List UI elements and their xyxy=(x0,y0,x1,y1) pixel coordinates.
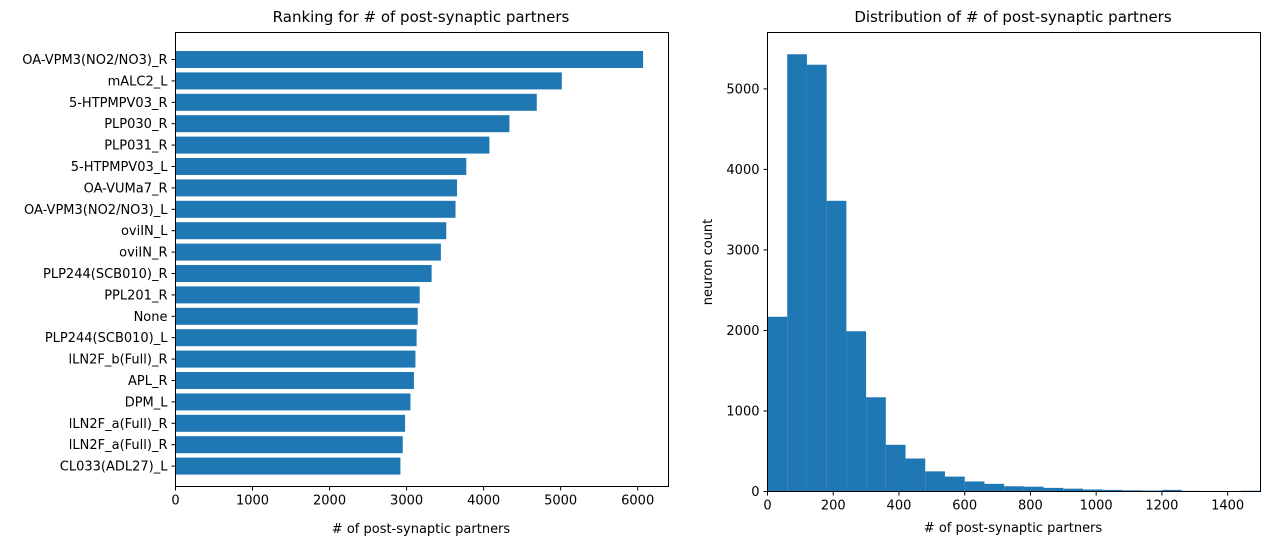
histogram-bar xyxy=(984,483,1005,492)
ranking-y-tick-label: oviIN_L xyxy=(121,224,168,239)
ranking-bar xyxy=(175,329,417,347)
histogram-y-tick-label: 0 xyxy=(751,485,759,500)
histogram-bar xyxy=(944,476,965,492)
ranking-y-tick-labels: OA-VPM3(NO2/NO3)_R mALC2_L 5-HTPMPV03_R PLP… xyxy=(22,53,176,475)
ranking-y-tick-label: lLN2F_a(Full)_R xyxy=(69,438,168,453)
distribution-histogram: Distribution of # of post-synaptic partn… xyxy=(701,8,1261,536)
ranking-bar xyxy=(175,72,562,90)
ranking-y-tick-label: OA-VUMa7_R xyxy=(84,181,168,196)
ranking-x-tick-label: 1000 xyxy=(236,494,269,509)
ranking-bar xyxy=(175,265,432,282)
ranking-bar xyxy=(175,243,441,261)
histogram-bar xyxy=(1161,489,1182,492)
histogram-bar xyxy=(826,200,847,492)
ranking-chart-title: Ranking for # of post-synaptic partners xyxy=(273,8,570,26)
distribution-chart-title: Distribution of # of post-synaptic partn… xyxy=(854,8,1172,26)
ranking-bar xyxy=(175,307,418,325)
histogram-bars xyxy=(767,54,1261,492)
ranking-bar xyxy=(175,372,414,389)
ranking-x-tick-labels: 0 1000 2000 3000 4000 5000 6000 xyxy=(171,486,654,509)
histogram-plot-frame xyxy=(767,32,1261,492)
histogram-bar xyxy=(846,331,867,492)
histogram-x-tick-label: 800 xyxy=(1018,499,1043,514)
histogram-y-tick-label: 2000 xyxy=(726,324,759,339)
histogram-bar xyxy=(885,444,906,492)
histogram-x-tick-labels: 0 200 400 600 800 1000 1200 1400 xyxy=(763,491,1244,514)
ranking-x-tick-label: 0 xyxy=(171,494,179,509)
ranking-y-tick-label: PLP030_R xyxy=(104,117,167,132)
ranking-bar xyxy=(175,457,401,475)
histogram-x-tick-label: 1200 xyxy=(1145,499,1178,514)
ranking-bar xyxy=(175,179,458,197)
ranking-y-tick-label: lLN2F_a(Full)_R xyxy=(69,417,168,432)
ranking-bar xyxy=(175,136,490,154)
ranking-y-tick-label: None xyxy=(134,310,168,325)
ranking-bar xyxy=(175,393,411,411)
ranking-bar xyxy=(175,93,537,111)
ranking-y-tick-label: PLP031_R xyxy=(104,139,167,154)
ranking-y-tick-label: OA-VPM3(NO2/NO3)_R xyxy=(22,53,167,68)
ranking-bar xyxy=(175,222,447,240)
ranking-bar xyxy=(175,158,467,175)
histogram-bar xyxy=(866,397,886,492)
ranking-x-tick-label: 2000 xyxy=(313,494,346,509)
ranking-bar xyxy=(175,436,403,454)
ranking-bar-chart: Ranking for # of post-synaptic partners … xyxy=(22,8,669,537)
histogram-y-axis-label: neuron count xyxy=(701,219,716,306)
ranking-y-tick-label: oviIN_R xyxy=(119,246,167,261)
ranking-x-tick-label: 3000 xyxy=(390,494,423,509)
histogram-bar xyxy=(1043,487,1064,492)
ranking-y-tick-label: CL033(ADL27)_L xyxy=(60,460,168,475)
ranking-y-tick-label: lLN2F_b(Full)_R xyxy=(69,353,168,368)
ranking-bar xyxy=(175,350,416,368)
histogram-y-tick-label: 1000 xyxy=(726,404,759,419)
histogram-x-tick-label: 0 xyxy=(763,499,771,514)
histogram-y-tick-label: 5000 xyxy=(726,82,759,97)
ranking-y-tick-label: PLP244(SCB010)_L xyxy=(45,331,168,346)
histogram-bar xyxy=(1122,490,1143,492)
histogram-x-tick-label: 1000 xyxy=(1080,499,1113,514)
histogram-bar xyxy=(806,64,827,492)
histogram-bar xyxy=(1063,488,1084,492)
ranking-y-tick-label: PPL201_R xyxy=(104,288,167,303)
ranking-y-tick-label: 5-HTPMPV03_L xyxy=(71,160,169,175)
histogram-bar xyxy=(925,471,945,492)
ranking-bars xyxy=(175,51,644,475)
histogram-y-tick-label: 3000 xyxy=(726,243,759,258)
histogram-x-tick-label: 200 xyxy=(821,499,846,514)
histogram-x-tick-label: 1400 xyxy=(1211,499,1244,514)
histogram-bar xyxy=(1102,489,1123,492)
histogram-bar xyxy=(767,316,788,492)
ranking-bar xyxy=(175,115,510,133)
ranking-y-tick-label: APL_R xyxy=(128,374,168,389)
ranking-y-tick-label: mALC2_L xyxy=(108,74,169,89)
histogram-bar xyxy=(787,54,807,492)
histogram-x-axis-label: # of post-synaptic partners xyxy=(924,521,1103,536)
ranking-bar xyxy=(175,286,420,304)
ranking-bar xyxy=(175,414,406,432)
ranking-bar xyxy=(175,51,644,68)
histogram-bar xyxy=(1004,486,1024,492)
ranking-bar xyxy=(175,200,456,218)
ranking-x-tick-label: 6000 xyxy=(621,494,654,509)
ranking-x-axis-label: # of post-synaptic partners xyxy=(332,522,511,537)
ranking-y-tick-label: 5-HTPMPV03_R xyxy=(69,96,168,111)
ranking-plot-frame xyxy=(175,32,669,487)
ranking-y-tick-label: OA-VPM3(NO2/NO3)_L xyxy=(24,203,168,218)
histogram-bar xyxy=(1023,486,1044,492)
ranking-y-tick-label: PLP244(SCB010)_R xyxy=(43,267,167,282)
histogram-bar xyxy=(1083,489,1103,492)
histogram-y-tick-labels: 0 1000 2000 3000 4000 5000 xyxy=(726,82,768,500)
histogram-x-tick-label: 600 xyxy=(952,499,977,514)
ranking-x-tick-label: 5000 xyxy=(544,494,577,509)
histogram-y-tick-label: 4000 xyxy=(726,163,759,178)
ranking-y-tick-label: DPM_L xyxy=(125,395,169,410)
histogram-x-tick-label: 400 xyxy=(887,499,912,514)
ranking-x-tick-label: 4000 xyxy=(467,494,500,509)
histogram-bar xyxy=(905,458,926,492)
histogram-bar xyxy=(964,481,985,492)
